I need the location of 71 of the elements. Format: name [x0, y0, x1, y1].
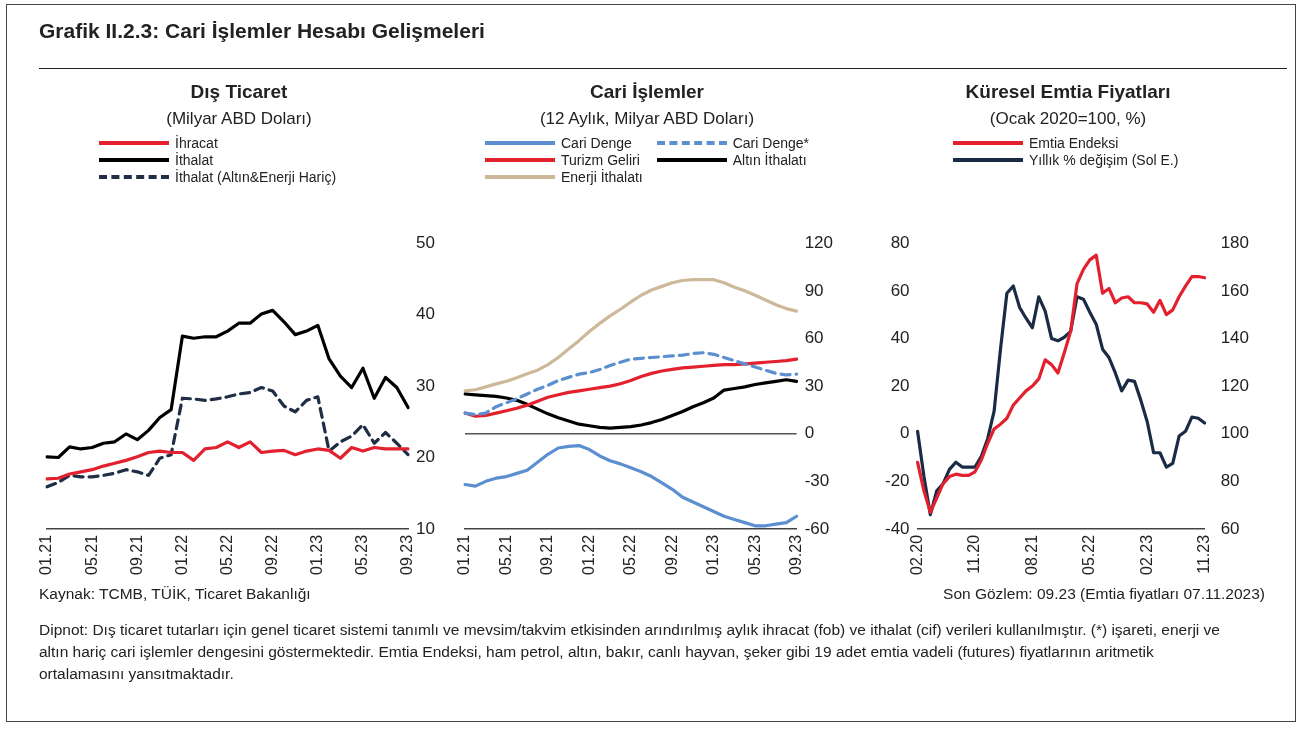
x-tick-label: 01.21	[37, 534, 55, 576]
legend-label: Altın İthalatı	[732, 152, 807, 168]
y2-tick-label: 100	[1220, 423, 1250, 443]
y-tick-label: 0	[804, 423, 815, 443]
legend-label: Yıllık % değişim (Sol E.)	[1029, 152, 1179, 168]
x-tick-label: 09.21	[538, 534, 556, 576]
y-tick-label: -60	[804, 518, 830, 538]
x-tick-label: 11.23	[1195, 534, 1213, 574]
y-tick-label: 30	[416, 375, 436, 395]
legend-label: Turizm Geliri	[561, 152, 640, 168]
x-tick-label: 01.21	[455, 534, 473, 576]
x-tick-label: 05.21	[82, 534, 100, 576]
chart-subtitle: (Milyar ABD Doları)	[165, 109, 313, 129]
text: Son Gözlem: 09.23 (Emtia fiyatları 07.11.2023)	[943, 585, 1265, 603]
y-tick-label: 80	[890, 232, 910, 252]
chart-title: Dış Ticaret	[189, 81, 289, 103]
x-tick-label: 01.22	[579, 534, 597, 576]
y-tick-label: 120	[804, 232, 834, 252]
x-tick-label: 01.23	[308, 534, 326, 576]
x-tick-label: 05.22	[217, 534, 235, 576]
legend-label: İthalat (Altın&Enerji Hariç)	[175, 169, 337, 185]
y-tick-label: 60	[804, 328, 824, 348]
y2-tick-label: 60	[1220, 518, 1240, 538]
y2-tick-label: 120	[1220, 375, 1250, 395]
y-tick-label: 30	[804, 375, 824, 395]
chart-title: Küresel Emtia Fiyatları	[964, 81, 1172, 103]
legend-label: Enerji İthalatı	[561, 169, 643, 185]
x-tick-label: 09.22	[662, 534, 680, 576]
text: Grafik II.2.3: Cari İşlemler Hesabı Gelişmeleri	[39, 19, 485, 43]
x-tick-label: 01.22	[172, 534, 190, 576]
line-series	[45, 385, 410, 489]
y-tick-label: 0	[900, 423, 910, 443]
y-tick-label: -20	[884, 471, 910, 491]
x-tick-label: 05.23	[745, 534, 763, 576]
x-tick-label: 02.20	[907, 534, 925, 576]
chart-title: Cari İşlemler	[588, 81, 706, 103]
x-tick-label: 05.22	[621, 534, 639, 576]
text: Kaynak: TCMB, TÜİK, Ticaret Bakanlığı	[39, 585, 311, 603]
x-tick-label: 08.21	[1022, 534, 1040, 576]
y-tick-label: 40	[890, 328, 910, 348]
y2-tick-label: 180	[1220, 232, 1250, 252]
y2-tick-label: 160	[1220, 280, 1250, 300]
x-tick-label: 09.21	[127, 534, 145, 576]
y-tick-label: 90	[804, 280, 824, 300]
legend-label: Cari Denge	[561, 135, 632, 151]
x-tick-label: 09.22	[263, 534, 281, 576]
y2-tick-label: 140	[1220, 328, 1250, 348]
legend-label: İhracat	[175, 135, 218, 151]
x-tick-label: 01.23	[704, 534, 722, 576]
text: Dipnot: Dış ticaret tutarları için genel ticaret sistemi tanımlı ve mevsim/takvim etkisinden arındırılmış aylık ihracat (fob) ve ithalat (cif) verileri kullanılmıştır. (*) işareti, enerji ve altın hariç cari işlemler dengesini göstermektedir. Emtia Endeksi, ham petrol, altın, bakır, canlı hayvan, şeker gibi 19 adet emtia vadeli (futures) fiyatlarının aritmetik ortalamasını yansıtmaktadır.	[39, 620, 1221, 684]
chart-subtitle: (12 Aylık, Milyar ABD Doları)	[538, 109, 756, 129]
y-tick-label: 40	[416, 304, 436, 324]
x-tick-label: 05.22	[1080, 534, 1098, 576]
y-tick-label: 50	[416, 232, 436, 252]
x-tick-label: 05.23	[353, 534, 371, 576]
y-tick-label: -30	[804, 471, 830, 491]
y-tick-label: 60	[890, 280, 910, 300]
x-tick-label: 02.23	[1137, 534, 1155, 576]
legend-label: Emtia Endeksi	[1029, 135, 1119, 151]
x-tick-label: 11.20	[965, 534, 983, 574]
y-tick-label: 10	[416, 518, 436, 538]
legend-label: İthalat	[175, 152, 214, 168]
x-tick-label: 05.21	[496, 534, 514, 576]
chart-subtitle: (Ocak 2020=100, %)	[988, 109, 1148, 129]
legend-label: Cari Denge*	[732, 135, 809, 151]
y2-tick-label: 80	[1220, 471, 1240, 491]
y-tick-label: -40	[884, 518, 910, 538]
x-tick-label: 09.23	[787, 534, 805, 576]
y-tick-label: 20	[416, 447, 436, 467]
x-tick-label: 09.23	[398, 534, 416, 576]
y-tick-label: 20	[890, 375, 910, 395]
